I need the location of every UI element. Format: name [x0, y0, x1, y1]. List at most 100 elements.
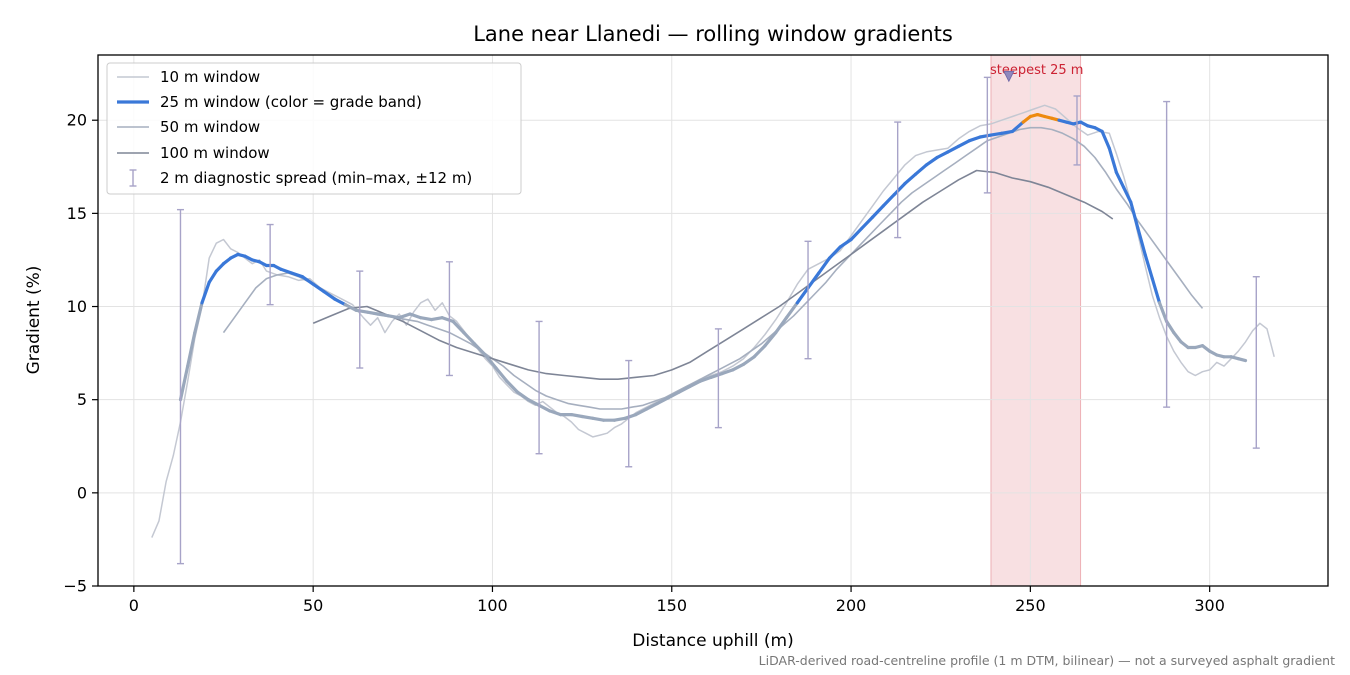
series-segment-25m — [397, 312, 412, 320]
series-segment-25m — [623, 413, 638, 420]
series-segment-25m — [178, 364, 190, 402]
x-tick-label: 50 — [303, 596, 323, 615]
series-segment-25m — [731, 362, 746, 372]
series-segment-25m — [913, 163, 929, 176]
series-segment-25m — [1164, 319, 1176, 335]
series-segment-25m — [343, 303, 358, 312]
series-segment-25m — [838, 237, 853, 249]
y-tick-label: 0 — [77, 483, 87, 502]
series-segment-25m — [924, 155, 939, 167]
series-segment-25m — [505, 379, 520, 394]
y-tick-label: 5 — [77, 390, 87, 409]
series-segment-25m — [881, 193, 896, 208]
series-segment-25m — [1150, 277, 1162, 305]
x-axis-label: Distance uphill (m) — [632, 631, 793, 651]
series-segment-25m — [591, 416, 606, 422]
y-tick-label: 10 — [67, 297, 87, 316]
series-segment-25m — [548, 409, 563, 417]
series-segment-25m — [1143, 252, 1154, 281]
series-segment-25m — [709, 372, 724, 379]
series-segment-25m — [1100, 129, 1111, 150]
series-segment-25m — [666, 390, 681, 400]
steepest-marker — [1003, 70, 1015, 83]
series-line-100m — [312, 169, 1114, 380]
series-segment-25m — [1010, 120, 1025, 133]
series-segment-25m — [763, 331, 778, 348]
series-segment-25m — [655, 396, 670, 405]
x-tick-label: 300 — [1194, 596, 1225, 615]
series-segment-25m — [784, 301, 799, 320]
y-tick-label: 20 — [67, 111, 87, 130]
plot-frame — [97, 54, 1329, 587]
series-segment-25m — [580, 414, 595, 420]
series-segment-25m — [200, 280, 211, 305]
legend-label: 10 m window — [160, 68, 260, 86]
legend-label: 100 m window — [160, 144, 270, 162]
series-segment-25m — [462, 331, 477, 346]
series-segment-25m — [946, 144, 961, 154]
steepest-highlight — [990, 54, 1082, 587]
annotation-group: steepest 25 m — [990, 63, 1083, 83]
series-segment-25m — [386, 314, 401, 320]
steepest-band — [990, 54, 1082, 587]
series-segment-25m — [774, 316, 789, 335]
series-segment-25m — [1129, 200, 1140, 230]
series-segment-25m — [1107, 146, 1119, 174]
legend-label: 25 m window (color = grade band) — [160, 93, 422, 111]
series-segment-25m — [376, 312, 391, 318]
series-segment-25m — [989, 131, 1004, 137]
legend: 10 m window 25 m window (color = grade ba… — [106, 62, 522, 195]
x-tick-label: 200 — [836, 596, 867, 615]
series-segment-25m — [290, 271, 304, 279]
series-segment-25m — [870, 204, 885, 219]
series-segment-25m — [214, 262, 226, 273]
series-segment-25m — [956, 139, 972, 148]
series-segment-25m — [429, 316, 444, 322]
series-segment-25m — [612, 416, 627, 422]
legend-label: 50 m window — [160, 118, 260, 136]
series-segment-25m — [1172, 331, 1183, 344]
series-segment-25m — [860, 215, 875, 230]
series-segment-25m — [795, 286, 810, 305]
series-segment-25m — [333, 297, 347, 307]
series-group — [151, 76, 1275, 565]
steepest-label: steepest 25 m — [990, 63, 1083, 78]
series-segment-25m — [408, 312, 423, 320]
series-segment-25m — [365, 310, 380, 316]
series-segment-25m — [752, 344, 767, 359]
series-segment-25m — [186, 331, 197, 368]
series-segment-25m — [494, 366, 509, 383]
axes: 0 50 100 150 200 250 300 −5 0 5 10 15 20 — [63, 111, 1225, 615]
series-segment-25m — [526, 398, 541, 407]
x-tick-label: 150 — [656, 596, 687, 615]
series-segment-25m — [1000, 129, 1015, 135]
chart-title: Lane near Llanedi — rolling window gradi… — [473, 22, 953, 46]
series-segment-25m — [935, 150, 950, 160]
series-segment-25m — [440, 316, 455, 323]
series-segment-25m — [1114, 170, 1126, 189]
series-segment-25m — [967, 135, 982, 143]
y-axis-label: Gradient (%) — [24, 266, 44, 375]
series-segment-25m — [645, 401, 660, 411]
series-segment-25m — [451, 319, 466, 335]
series-segment-25m — [892, 182, 907, 197]
legend-label: 2 m diagnostic spread (min–max, ±12 m) — [160, 169, 472, 187]
y-tick-label: 15 — [67, 204, 87, 223]
series-segment-25m — [720, 368, 735, 376]
series-segment-25m — [817, 256, 832, 275]
legend-frame — [106, 62, 522, 195]
series-segment-25m — [903, 172, 918, 186]
series-segment-25m — [827, 245, 842, 260]
series-segment-25m — [1121, 185, 1133, 204]
series-segment-25m — [978, 133, 993, 139]
series-segment-25m — [515, 390, 530, 402]
series-segment-25m — [741, 355, 756, 366]
x-tick-label: 250 — [1015, 596, 1046, 615]
footnote: LiDAR-derived road-centreline profile (1… — [759, 653, 1335, 668]
series-segment-25m — [483, 353, 498, 370]
series-segment-25m — [279, 267, 294, 275]
series-segment-25m — [806, 271, 821, 290]
series-segment-25m — [207, 269, 218, 284]
series-segment-25m — [849, 226, 864, 242]
